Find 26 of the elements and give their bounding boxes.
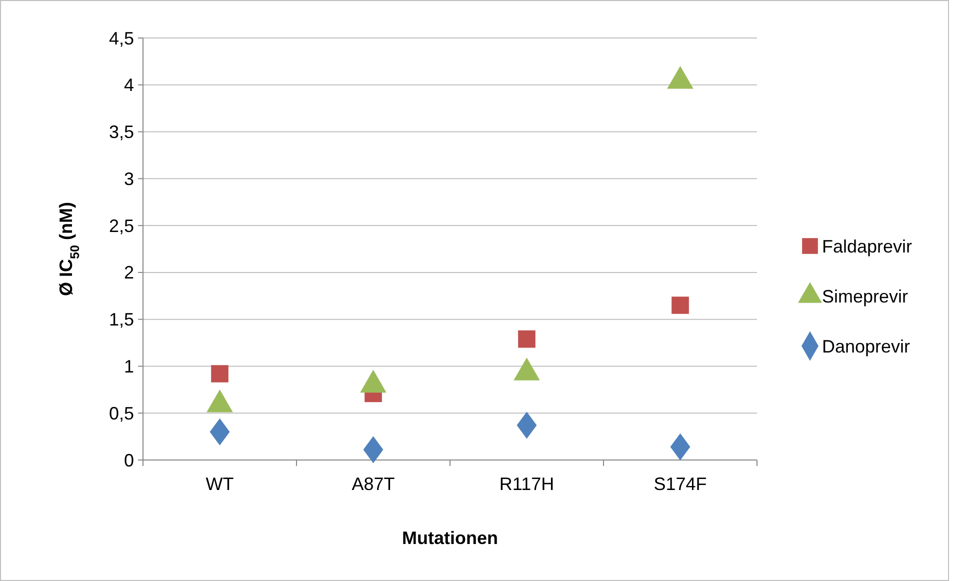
x-tick-label: A87T <box>352 474 395 494</box>
point <box>211 365 228 382</box>
x-tick-label: R117H <box>499 474 554 494</box>
point <box>363 436 384 464</box>
y-tick-label: 1,5 <box>108 310 134 330</box>
y-tick-label: 2 <box>124 262 134 283</box>
y-tick-label: 0 <box>124 450 134 470</box>
point <box>667 66 694 89</box>
y-tick-label: 1 <box>124 356 134 377</box>
y-tick-label: 3 <box>124 168 134 189</box>
y-tick-label: 3,5 <box>108 122 134 142</box>
y-tick-label: 4,5 <box>108 28 134 48</box>
point <box>210 418 230 446</box>
x-tick-label: S174F <box>654 474 707 494</box>
point <box>670 433 690 460</box>
y-tick-label: 0,5 <box>108 403 134 424</box>
x-tick-label: WT <box>206 474 234 494</box>
legend-label: Faldaprevir <box>822 236 912 256</box>
legend-label: Danoprevir <box>822 336 910 356</box>
y-tick-label: 4 <box>124 75 134 96</box>
point <box>672 296 689 314</box>
point <box>516 412 537 439</box>
point <box>518 330 536 348</box>
x-axis-title: Mutationen <box>402 528 498 548</box>
y-tick-label: 2,5 <box>108 216 134 236</box>
legend-label: Simeprevir <box>822 286 908 306</box>
